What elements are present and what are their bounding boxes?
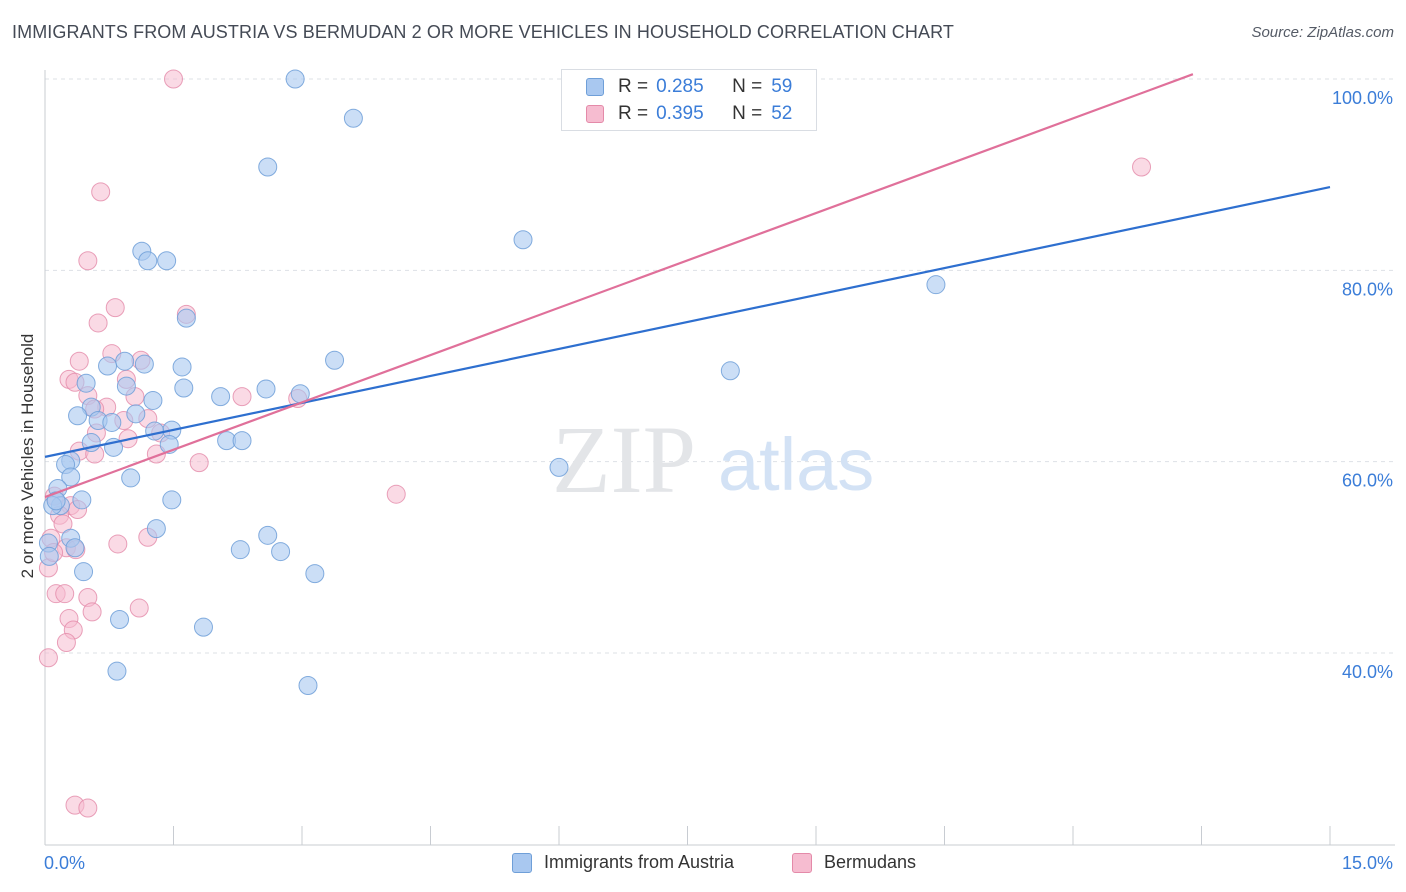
- data-point-bermudans: [38, 648, 58, 668]
- data-point-austria: [157, 251, 177, 271]
- data-point-austria: [325, 350, 345, 370]
- x-tick-label: 15.0%: [1342, 853, 1393, 873]
- data-point-bermudans: [82, 602, 102, 622]
- legend-swatch-blue: [586, 78, 604, 96]
- data-point-bermudans: [69, 351, 89, 371]
- data-point-austria: [116, 376, 136, 396]
- data-point-austria: [549, 457, 569, 477]
- x-tick-label: 0.0%: [44, 853, 85, 873]
- data-point-austria: [121, 468, 141, 488]
- legend-r-value: 0.395: [656, 103, 704, 124]
- data-point-austria: [143, 390, 163, 410]
- watermark-atlas: atlas: [718, 423, 874, 506]
- data-point-austria: [926, 275, 946, 295]
- data-point-austria: [76, 373, 96, 393]
- data-point-austria: [145, 421, 165, 441]
- legend-n-label: N =: [732, 76, 763, 97]
- data-point-austria: [513, 230, 533, 250]
- legend-swatch-blue: [512, 852, 532, 873]
- data-point-austria: [107, 661, 127, 681]
- data-point-austria: [126, 404, 146, 424]
- data-point-austria: [61, 467, 81, 487]
- trendline-bermudans: [44, 73, 1194, 499]
- data-point-austria: [343, 108, 363, 128]
- data-point-austria: [102, 412, 122, 432]
- data-point-austria: [68, 406, 88, 426]
- data-point-bermudans: [232, 387, 252, 407]
- legend-swatch-pink: [586, 105, 604, 123]
- data-point-austria: [271, 542, 291, 562]
- data-point-austria: [720, 361, 740, 381]
- data-point-bermudans: [78, 251, 98, 271]
- data-point-austria: [146, 519, 166, 539]
- data-point-bermudans: [91, 182, 111, 202]
- data-point-bermudans: [55, 584, 75, 604]
- data-point-austria: [174, 378, 194, 398]
- legend-row-bermudans: R = 0.395 N = 52: [586, 102, 792, 126]
- legend-swatch-pink: [792, 852, 812, 873]
- data-point-austria: [110, 610, 130, 630]
- data-point-austria: [138, 251, 158, 271]
- data-point-austria: [232, 431, 252, 451]
- data-point-bermudans: [164, 69, 183, 89]
- data-point-austria: [258, 157, 278, 177]
- data-point-bermudans: [108, 534, 128, 554]
- watermark-zip: ZIP: [552, 406, 696, 513]
- data-point-austria: [98, 356, 118, 376]
- data-point-austria: [39, 546, 59, 566]
- axes: [44, 70, 1395, 846]
- legend-n-value: 59: [771, 76, 793, 97]
- legend-item-immigrants-from-austria[interactable]: Immigrants from Austria: [512, 852, 734, 873]
- legend-r-label: R =: [618, 76, 649, 97]
- tick-labels: 40.0% 60.0% 80.0% 100.0% 0.0% 15.0%: [44, 88, 1393, 873]
- chart-title: IMMIGRANTS FROM AUSTRIA VS BERMUDAN 2 OR…: [12, 22, 954, 42]
- data-point-bermudans: [105, 298, 125, 318]
- watermark: ZIP atlas: [552, 406, 874, 513]
- data-point-austria: [211, 387, 231, 407]
- legend-n-label: N =: [732, 103, 763, 124]
- data-point-austria: [285, 69, 305, 89]
- data-point-bermudans: [129, 598, 149, 618]
- data-point-bermudans: [78, 798, 98, 818]
- data-point-austria: [72, 490, 92, 510]
- data-point-austria: [74, 562, 94, 582]
- y-axis-label: 2 or more Vehicles in Household: [18, 333, 37, 579]
- data-point-austria: [172, 357, 192, 377]
- data-point-bermudans: [88, 313, 108, 333]
- data-point-austria: [258, 525, 278, 545]
- legend-r-value: 0.285: [656, 76, 704, 97]
- data-point-bermudans: [386, 484, 406, 504]
- correlation-legend: R = 0.285 N = 59 R = 0.395 N = 52: [561, 69, 817, 131]
- y-tick-label: 80.0%: [1342, 279, 1393, 299]
- data-point-austria: [230, 540, 250, 560]
- y-tick-label: 60.0%: [1342, 471, 1393, 491]
- trend-lines: [44, 73, 1331, 499]
- legend-r-label: R =: [618, 103, 649, 124]
- legend-item-label: Bermudans: [824, 852, 917, 872]
- data-point-austria: [115, 351, 135, 371]
- legend-item-bermudans[interactable]: Bermudans: [792, 852, 916, 873]
- y-tick-label: 40.0%: [1342, 662, 1393, 682]
- data-point-austria: [162, 490, 182, 510]
- legend-n-value: 52: [771, 103, 793, 124]
- series-immigrants-from-austria: [38, 69, 946, 696]
- series-legend: Immigrants from Austria Bermudans: [0, 852, 1406, 878]
- data-point-bermudans: [1132, 157, 1152, 177]
- data-point-austria: [65, 538, 85, 558]
- trendline-austria: [44, 186, 1331, 458]
- legend-item-label: Immigrants from Austria: [544, 852, 735, 872]
- data-point-austria: [305, 564, 325, 584]
- data-point-austria: [298, 676, 318, 696]
- data-point-austria: [176, 308, 196, 328]
- data-point-austria: [134, 354, 154, 374]
- grid-lines: [45, 78, 1395, 654]
- data-point-bermudans: [56, 632, 76, 652]
- y-tick-label: 100.0%: [1332, 88, 1393, 108]
- data-point-austria: [193, 617, 213, 637]
- legend-row-austria: R = 0.285 N = 59: [586, 75, 792, 99]
- data-point-austria: [256, 379, 276, 399]
- data-point-bermudans: [189, 453, 209, 473]
- source-label: Source: ZipAtlas.com: [1251, 24, 1394, 41]
